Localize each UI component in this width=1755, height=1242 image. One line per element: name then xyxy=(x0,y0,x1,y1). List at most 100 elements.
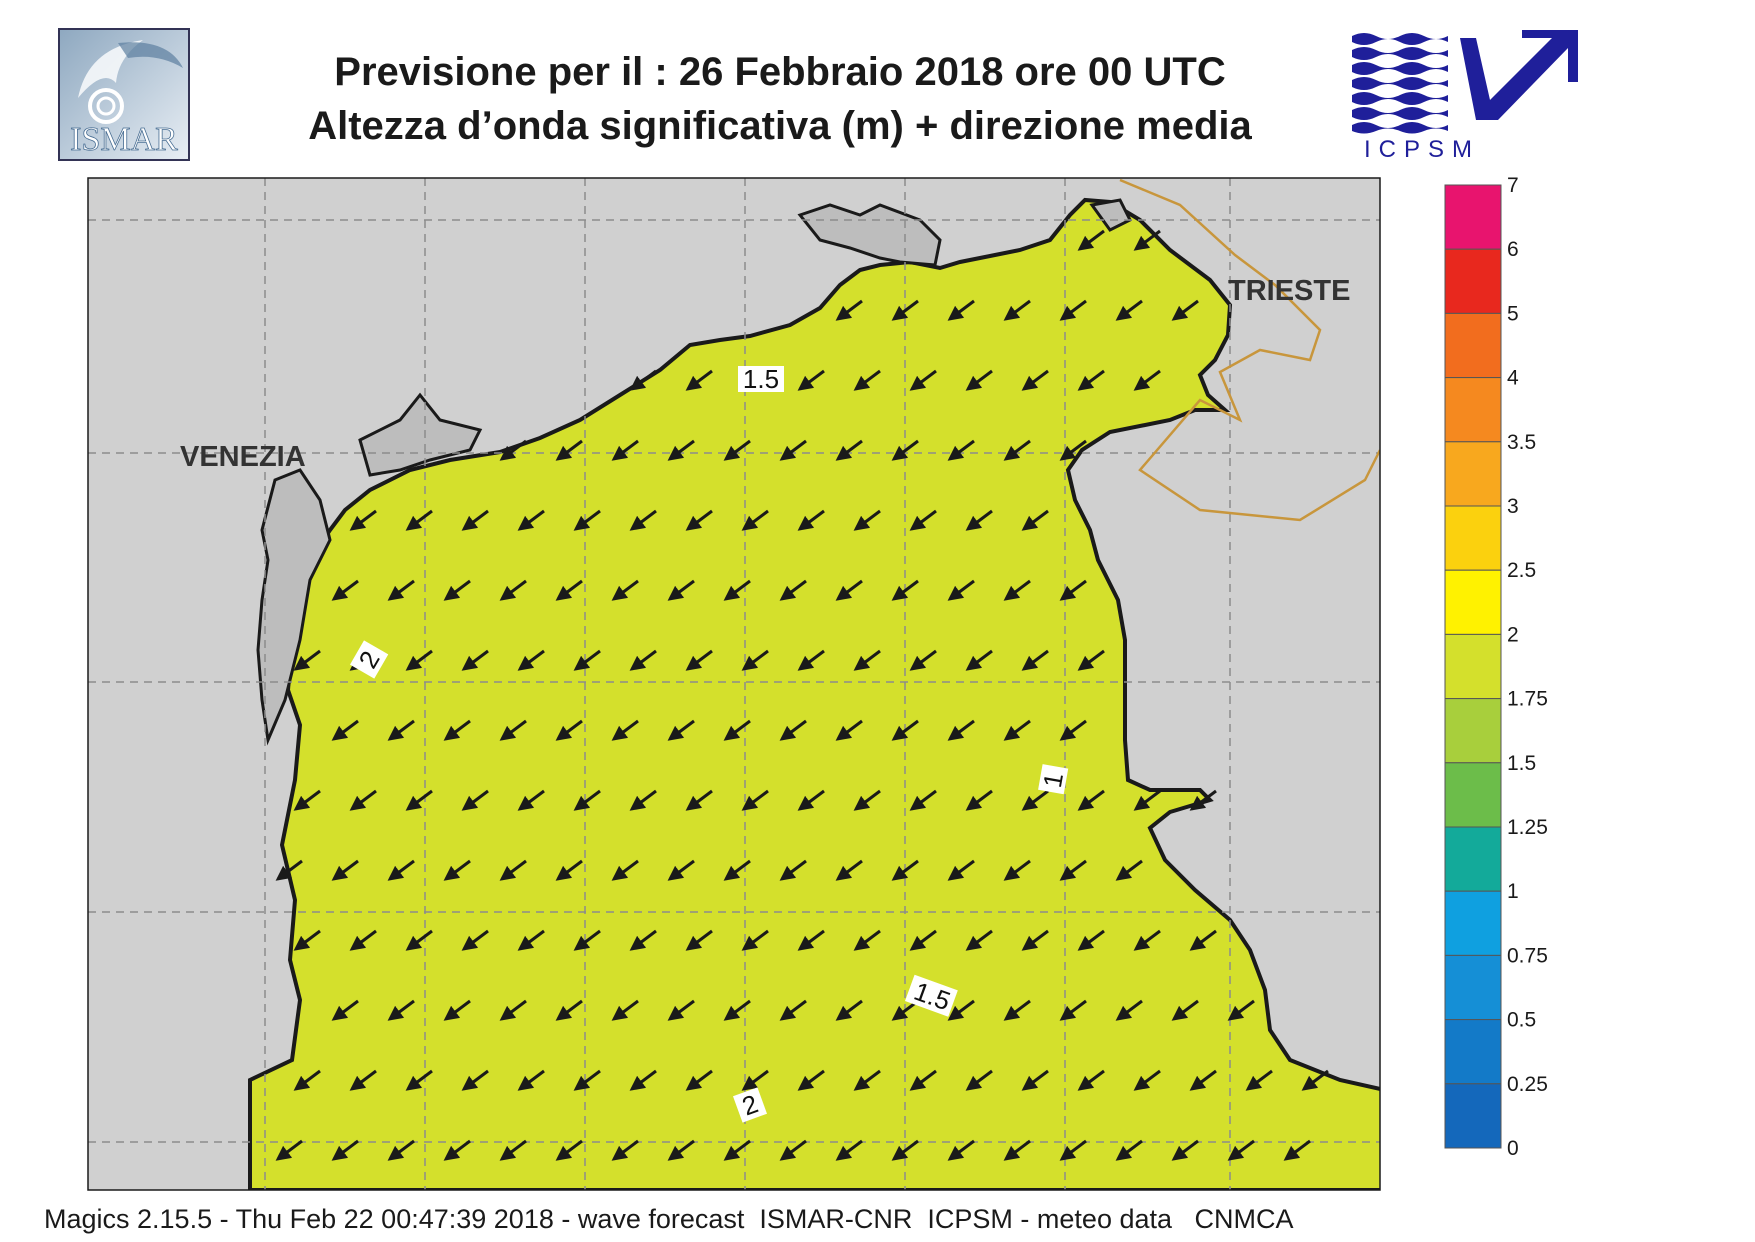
legend-label: 0.5 xyxy=(1507,1009,1536,1032)
legend-label: 0.75 xyxy=(1507,944,1548,967)
direction-arrow xyxy=(629,509,657,531)
direction-arrow xyxy=(909,649,937,671)
direction-arrow xyxy=(611,719,639,741)
direction-arrow xyxy=(405,649,433,671)
direction-arrow xyxy=(853,1069,881,1091)
direction-arrow xyxy=(1059,719,1087,741)
direction-arrow xyxy=(499,999,527,1021)
direction-arrow xyxy=(1059,579,1087,601)
direction-arrow xyxy=(965,929,993,951)
direction-arrow xyxy=(835,299,863,321)
direction-arrow xyxy=(1003,1139,1031,1161)
direction-arrow xyxy=(1115,1139,1143,1161)
direction-arrow xyxy=(1077,649,1105,671)
legend-swatch xyxy=(1444,441,1502,507)
legend-label: 6 xyxy=(1507,238,1519,261)
direction-arrow xyxy=(1115,999,1143,1021)
direction-arrow xyxy=(1021,509,1049,531)
direction-arrow xyxy=(835,439,863,461)
contour-label: 1.5 xyxy=(743,364,779,394)
direction-arrow xyxy=(891,299,919,321)
direction-arrow xyxy=(797,929,825,951)
direction-arrow xyxy=(1133,789,1161,811)
direction-arrow xyxy=(387,579,415,601)
direction-arrow xyxy=(965,509,993,531)
direction-arrow xyxy=(443,719,471,741)
direction-arrow xyxy=(909,789,937,811)
direction-arrow xyxy=(1003,439,1031,461)
direction-arrow xyxy=(779,1139,807,1161)
legend-label: 1.5 xyxy=(1507,752,1536,775)
direction-arrow xyxy=(965,369,993,391)
direction-arrow xyxy=(275,1139,303,1161)
direction-arrow xyxy=(909,1069,937,1091)
legend-swatch xyxy=(1444,1019,1502,1085)
direction-arrow xyxy=(573,509,601,531)
direction-arrow xyxy=(891,1139,919,1161)
direction-arrow xyxy=(405,929,433,951)
direction-arrow xyxy=(1189,789,1217,811)
direction-arrow xyxy=(405,789,433,811)
legend-swatch xyxy=(1444,569,1502,635)
direction-arrow xyxy=(1003,299,1031,321)
direction-arrow xyxy=(331,579,359,601)
direction-arrow xyxy=(1133,369,1161,391)
legend-label: 2.5 xyxy=(1507,559,1536,582)
direction-arrow xyxy=(835,719,863,741)
legend-label: 1 xyxy=(1507,880,1519,903)
direction-arrow xyxy=(741,929,769,951)
direction-arrow xyxy=(499,719,527,741)
legend-swatch xyxy=(1444,377,1502,443)
direction-arrow xyxy=(611,999,639,1021)
direction-arrow xyxy=(797,509,825,531)
legend-label: 4 xyxy=(1507,367,1519,390)
footer-credits: Magics 2.15.5 - Thu Feb 22 00:47:39 2018… xyxy=(44,1204,1294,1234)
direction-arrow xyxy=(741,789,769,811)
legend-label: 0.25 xyxy=(1507,1073,1548,1096)
map-frame xyxy=(87,177,1381,1191)
legend-label: 1.25 xyxy=(1507,816,1548,839)
direction-arrow xyxy=(499,1139,527,1161)
direction-arrow xyxy=(331,859,359,881)
direction-arrow xyxy=(891,719,919,741)
direction-arrow xyxy=(1227,999,1255,1021)
direction-arrow xyxy=(461,1069,489,1091)
direction-arrow xyxy=(1059,1139,1087,1161)
legend-label: 1.75 xyxy=(1507,688,1548,711)
direction-arrow xyxy=(891,439,919,461)
direction-arrow xyxy=(443,859,471,881)
direction-arrow xyxy=(573,789,601,811)
city-label-trieste: TRIESTE xyxy=(1228,275,1350,307)
direction-arrow xyxy=(1059,859,1087,881)
direction-arrow xyxy=(1077,229,1105,251)
direction-arrow xyxy=(1283,1139,1311,1161)
direction-arrow xyxy=(1227,1139,1255,1161)
direction-arrow xyxy=(611,579,639,601)
direction-arrow xyxy=(1077,929,1105,951)
direction-arrow xyxy=(331,719,359,741)
direction-arrow xyxy=(741,509,769,531)
direction-arrow xyxy=(797,789,825,811)
icpsm-logo: ICPSM xyxy=(1352,30,1578,162)
ismar-logo-text: ISMAR xyxy=(70,121,178,158)
legend-label: 3 xyxy=(1507,495,1519,518)
legend-swatch xyxy=(1444,184,1502,250)
direction-arrow xyxy=(947,299,975,321)
direction-arrow xyxy=(387,719,415,741)
direction-arrow xyxy=(555,1139,583,1161)
direction-arrow xyxy=(1021,789,1049,811)
direction-arrow xyxy=(909,509,937,531)
direction-arrow xyxy=(1077,369,1105,391)
direction-arrow xyxy=(293,929,321,951)
direction-arrow xyxy=(685,369,713,391)
direction-arrow xyxy=(611,439,639,461)
direction-arrow xyxy=(723,579,751,601)
direction-arrow xyxy=(723,719,751,741)
direction-arrow xyxy=(349,789,377,811)
direction-arrow xyxy=(685,509,713,531)
legend-swatch xyxy=(1444,505,1502,571)
direction-arrow xyxy=(629,369,657,391)
direction-arrow xyxy=(1059,299,1087,321)
direction-arrow xyxy=(741,1069,769,1091)
title-line-2: Altezza d’onda significativa (m) + direz… xyxy=(308,104,1252,148)
